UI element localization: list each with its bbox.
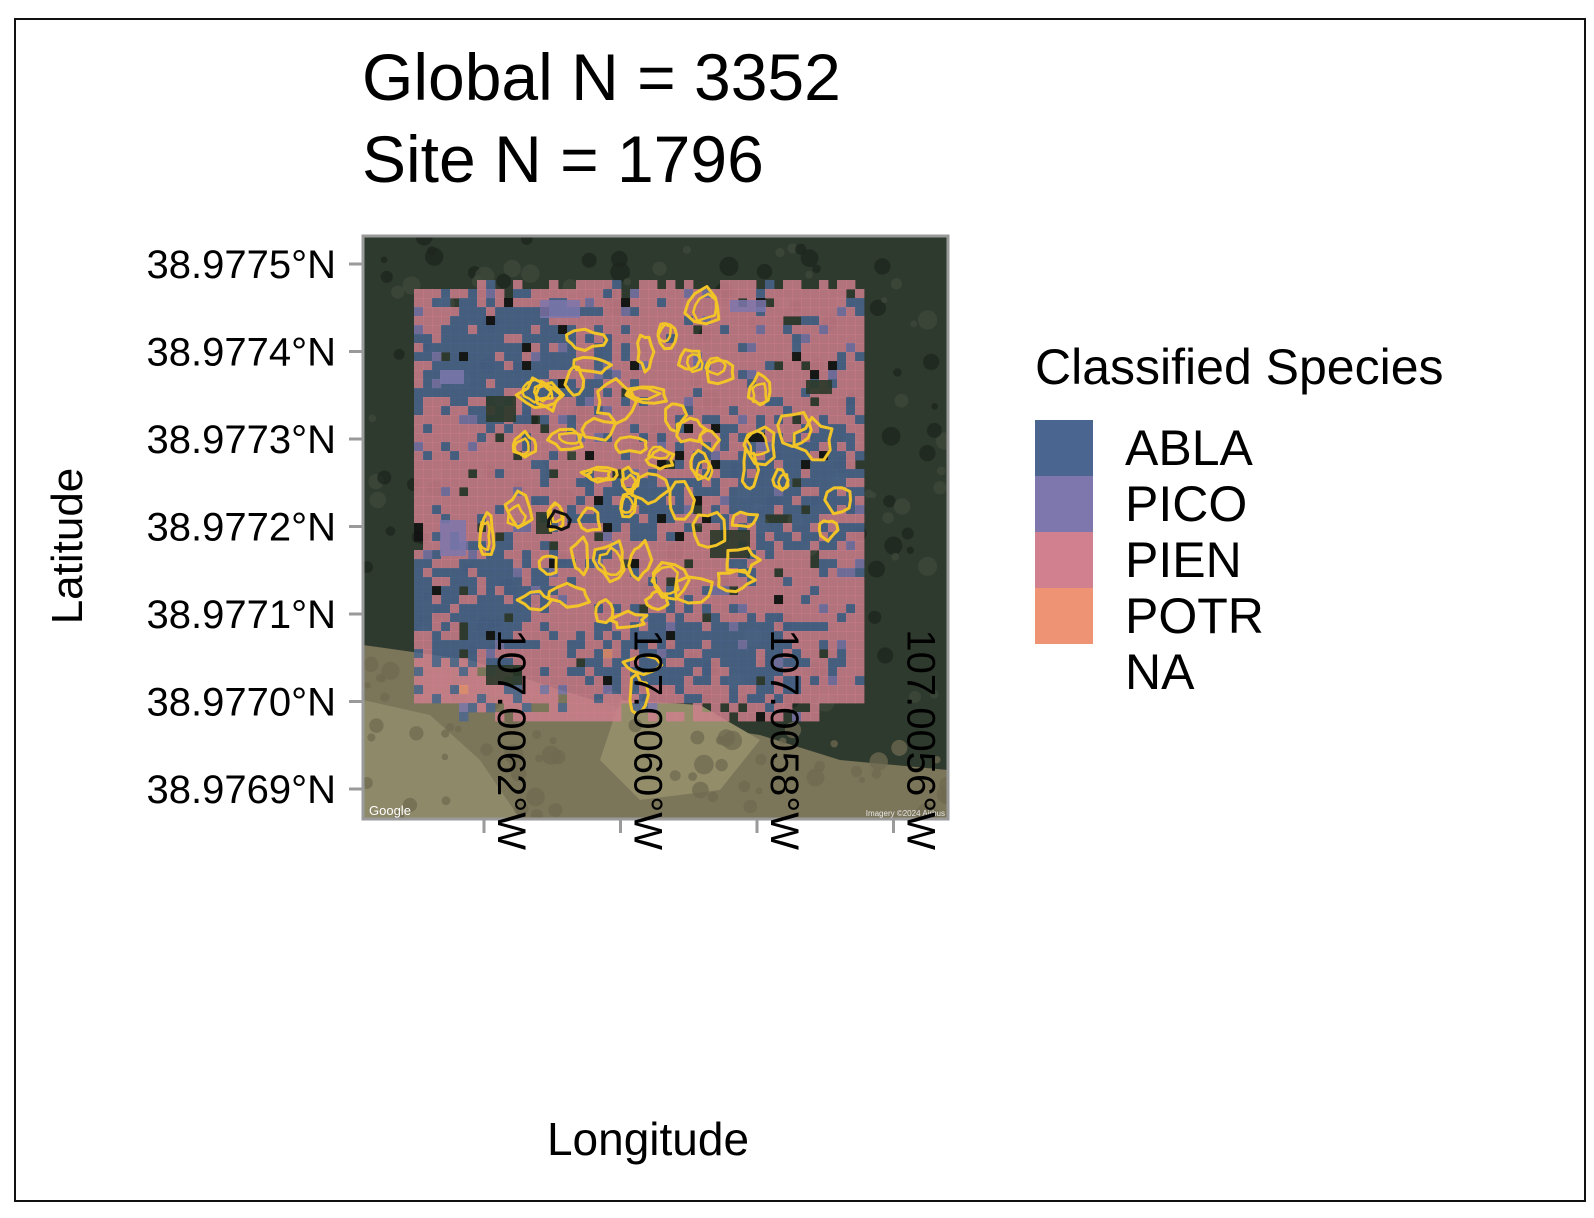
legend-label-na: NA — [1125, 644, 1195, 700]
legend-item-potr: POTR — [1035, 588, 1444, 644]
tree-crown-outlines — [478, 285, 852, 716]
lat-tick-label: 38.9774°N — [147, 331, 336, 375]
title-global-n: Global N = 3352 — [362, 40, 841, 114]
lat-tick-label: 38.9775°N — [147, 243, 336, 287]
lat-tick-label: 38.9771°N — [147, 593, 336, 637]
lat-tick-label: 38.9773°N — [147, 418, 336, 462]
legend-key-pico — [1035, 476, 1093, 532]
x-axis-title: Longitude — [546, 1113, 750, 1165]
legend-label-abla: ABLA — [1125, 420, 1253, 476]
legend-item-pien: PIEN — [1035, 532, 1444, 588]
legend: Classified Species ABLA PICO PIEN POTR N… — [1035, 336, 1444, 700]
latitude-axis: 38.9775°N 38.9774°N 38.9773°N 38.9772°N 38.9… — [147, 243, 362, 812]
lat-tick-label: 38.9772°N — [147, 506, 336, 550]
legend-item-pico: PICO — [1035, 476, 1444, 532]
y-axis-title: Latitude — [43, 467, 92, 625]
lon-tick-label: 107.0062°W — [489, 629, 533, 850]
lon-tick-label: 107.0056°W — [899, 629, 943, 850]
longitude-axis: 107.0062°W 107.0060°W 107.0058°W 107.0056°W — [482, 629, 943, 850]
lon-tick-label: 107.0060°W — [626, 629, 670, 850]
imagery-credit: Imagery ©2024 Airbus — [866, 809, 945, 818]
title-site-n: Site N = 1796 — [362, 122, 764, 196]
legend-item-abla: ABLA — [1035, 420, 1444, 476]
legend-title: Classified Species — [1035, 339, 1444, 395]
lat-tick-label: 38.9770°N — [147, 681, 336, 725]
lon-tick-label: 107.0058°W — [762, 629, 806, 850]
legend-key-pien — [1035, 532, 1093, 588]
legend-key-potr — [1035, 588, 1093, 644]
lat-tick-label: 38.9769°N — [147, 768, 336, 812]
legend-label-pien: PIEN — [1125, 532, 1242, 588]
legend-item-na: NA — [1035, 644, 1444, 700]
plot-title: Global N = 3352 Site N = 1796 — [362, 36, 841, 200]
legend-key-abla — [1035, 420, 1093, 476]
map-panel-border — [361, 234, 950, 821]
legend-key-na — [1035, 644, 1093, 700]
legend-label-pico: PICO — [1125, 476, 1248, 532]
google-credit: Google — [369, 803, 411, 818]
legend-label-potr: POTR — [1125, 588, 1264, 644]
